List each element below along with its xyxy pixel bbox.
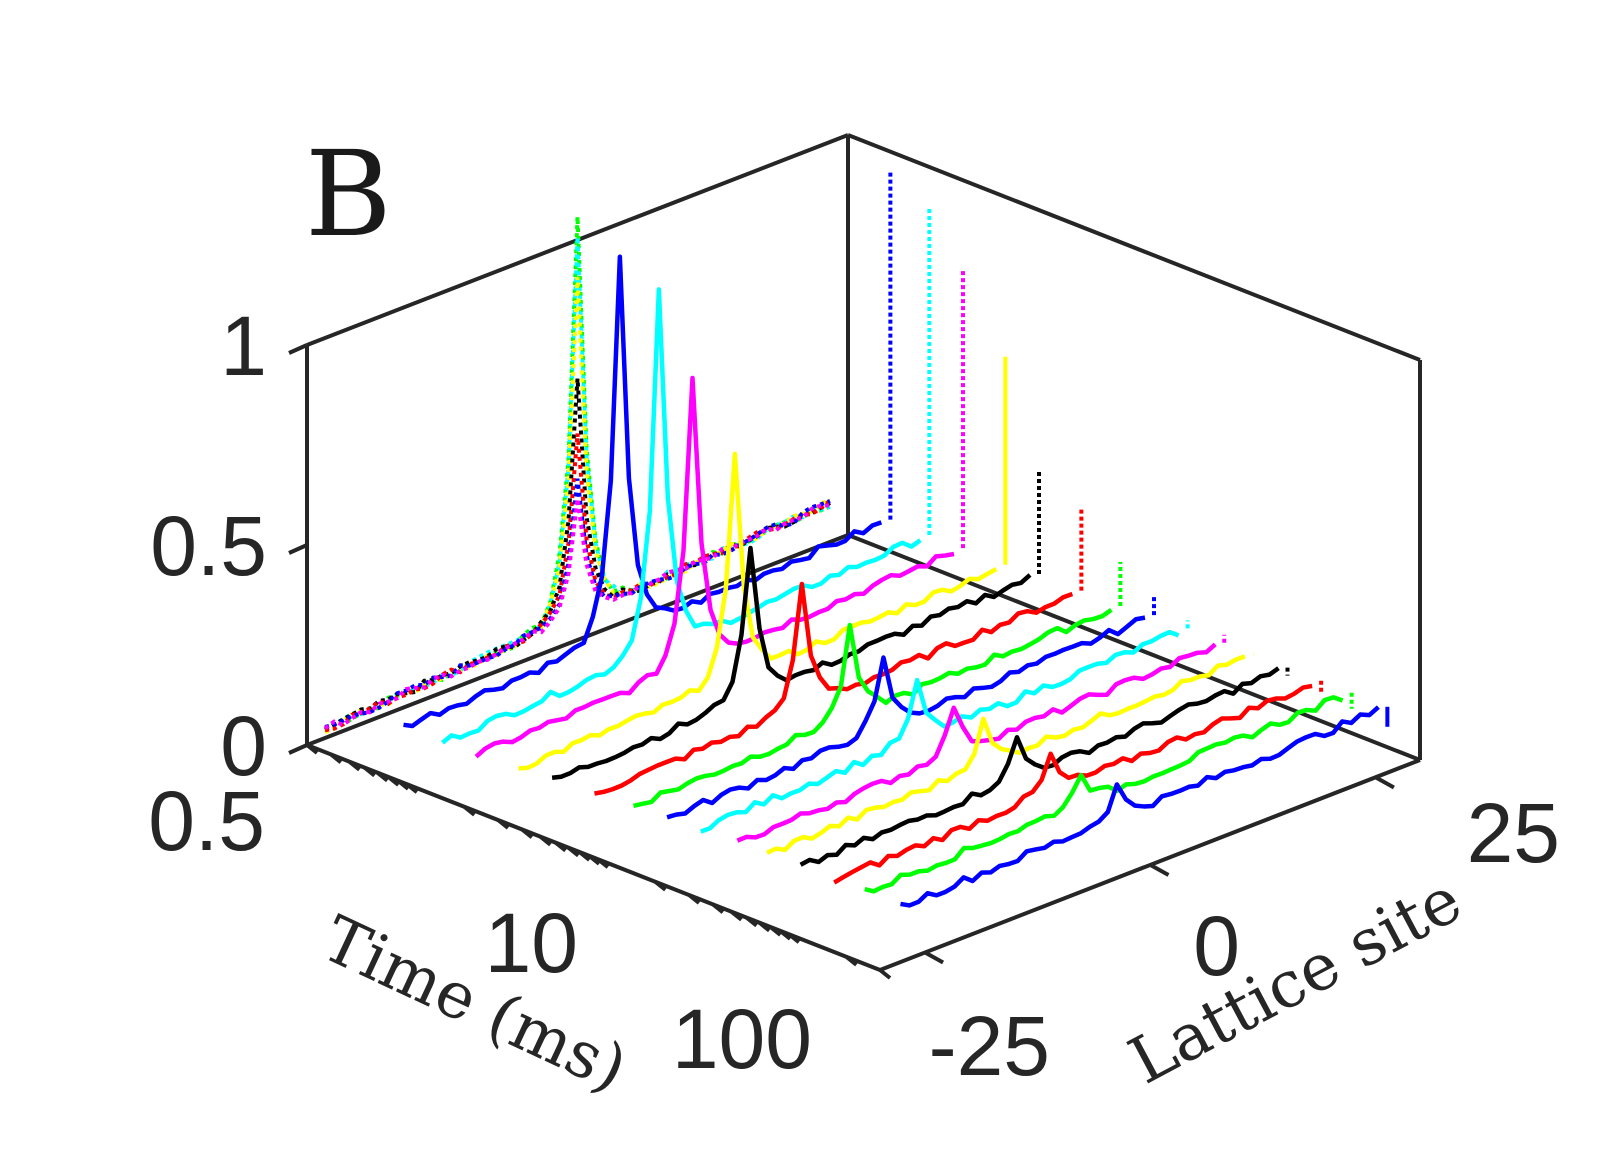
series-line (551, 545, 1032, 781)
time-minor-tick (778, 929, 792, 941)
series-line (833, 683, 1313, 885)
z-tick-label: 0.5 (150, 499, 267, 593)
series-line (474, 375, 955, 759)
time-minor-tick (758, 921, 771, 933)
time-minor-tick (305, 743, 319, 755)
wall-profile-line (324, 478, 831, 729)
wall-profile-line (323, 498, 830, 730)
axes-box (305, 133, 1422, 972)
series-line (900, 705, 1380, 908)
axis-edge-back-right (847, 533, 1421, 762)
time-minor-tick (845, 955, 858, 967)
time-minor-tick (578, 850, 591, 862)
time-minor-tick (745, 916, 758, 928)
series-line (594, 581, 1074, 796)
series-line (864, 695, 1344, 894)
wall-projections (323, 171, 1390, 735)
time-minor-tick (463, 805, 476, 817)
time-minor-tick (405, 782, 419, 794)
axis-edge-site-back (306, 533, 849, 747)
time-minor-tick (596, 857, 610, 869)
time-minor-tick (687, 893, 701, 905)
time-minor-tick (730, 910, 743, 922)
time-minor-tick (567, 846, 580, 858)
time-minor-tick (387, 775, 400, 787)
time-minor-tick (787, 932, 801, 944)
series-group (403, 254, 1380, 908)
time-minor-tick (348, 760, 361, 772)
time-tick-label: 100 (672, 992, 812, 1086)
site-tick-label: 0 (1193, 899, 1240, 993)
x-axis-title: Time (ms) (311, 902, 637, 1107)
z-tick-mark (288, 343, 308, 355)
axis-edge-site-front (879, 758, 1421, 972)
series-line (632, 607, 1113, 809)
time-minor-tick (329, 752, 343, 764)
axis-edge-top-right (847, 133, 1421, 362)
time-minor-tick (520, 827, 534, 839)
site-tick-mark (1149, 863, 1170, 877)
site-tick-mark (924, 950, 945, 965)
series-line (518, 451, 998, 771)
series-line (699, 629, 1180, 834)
time-minor-tick (396, 779, 410, 791)
z-tick-mark (288, 743, 308, 755)
time-minor-tick (878, 968, 892, 980)
z-tick-label: 0 (220, 699, 267, 793)
time-tick-label: 10 (485, 896, 578, 990)
time-minor-tick (539, 835, 552, 847)
time-minor-tick (711, 902, 725, 914)
time-minor-tick (496, 818, 510, 830)
series-line (441, 287, 922, 745)
time-minor-tick (587, 854, 601, 866)
time-minor-tick (376, 771, 389, 783)
time-minor-tick (769, 925, 782, 937)
time-tick-label: 0.5 (148, 774, 265, 868)
site-tick-label: -25 (929, 999, 1050, 1093)
time-minor-tick (363, 766, 376, 778)
series-line (766, 654, 1246, 855)
time-minor-tick (654, 880, 667, 892)
y-axis-title: Lattice site (1118, 863, 1474, 1099)
wall-profile-line (324, 433, 832, 733)
panel-label: B (305, 125, 392, 263)
time-minor-tick (554, 841, 567, 853)
series-line (666, 615, 1146, 820)
z-tick-mark (288, 543, 308, 555)
z-tick-label: 1 (220, 299, 267, 393)
site-tick-label: 25 (1467, 786, 1560, 880)
wall-profile-line (324, 378, 831, 732)
series-line (799, 666, 1280, 867)
site-tick-mark (1374, 775, 1395, 790)
